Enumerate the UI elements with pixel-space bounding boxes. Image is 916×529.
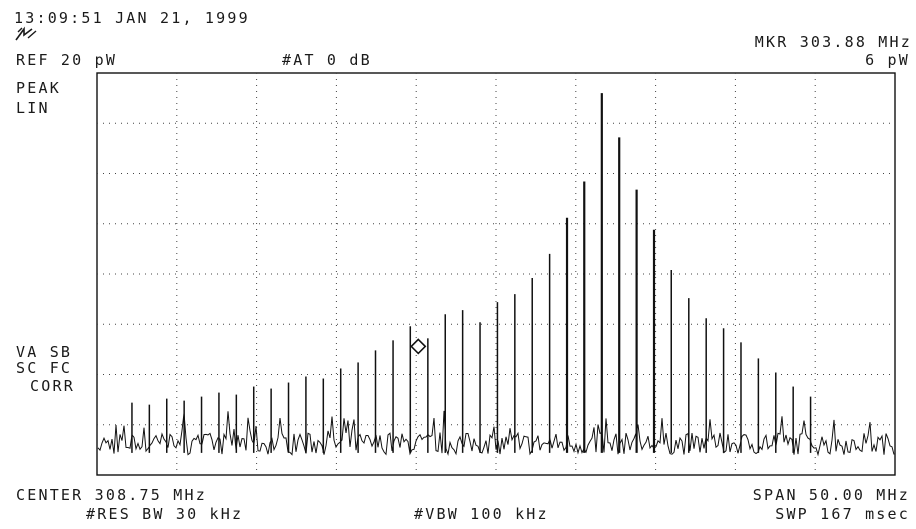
marker-diamond-icon [410, 338, 427, 355]
sweep-time: SWP 167 msec [775, 505, 910, 523]
reference-level: REF 20 pW [16, 51, 118, 69]
center-frequency: CENTER 308.75 MHz [16, 486, 207, 504]
status-sc-fc: SC FC [16, 359, 73, 377]
status-corr: CORR [30, 377, 75, 395]
marker-frequency: MKR 303.88 MHz [754, 33, 912, 51]
marker-amplitude: 6 pW [865, 51, 910, 69]
timestamp: 13:09:51 JAN 21, 1999 [14, 9, 250, 27]
video-bandwidth: #VBW 100 kHz [414, 505, 549, 523]
noise-trace [97, 410, 895, 457]
resolution-bandwidth: #RES BW 30 kHz [86, 505, 244, 523]
detector-mode: PEAK [16, 79, 61, 97]
analyzer-logo-icon [15, 26, 37, 41]
frequency-span: SPAN 50.00 MHz [752, 486, 910, 504]
attenuation: #AT 0 dB [282, 51, 372, 69]
status-va-sb: VA SB [16, 343, 73, 361]
scale-mode: LIN [16, 99, 50, 117]
